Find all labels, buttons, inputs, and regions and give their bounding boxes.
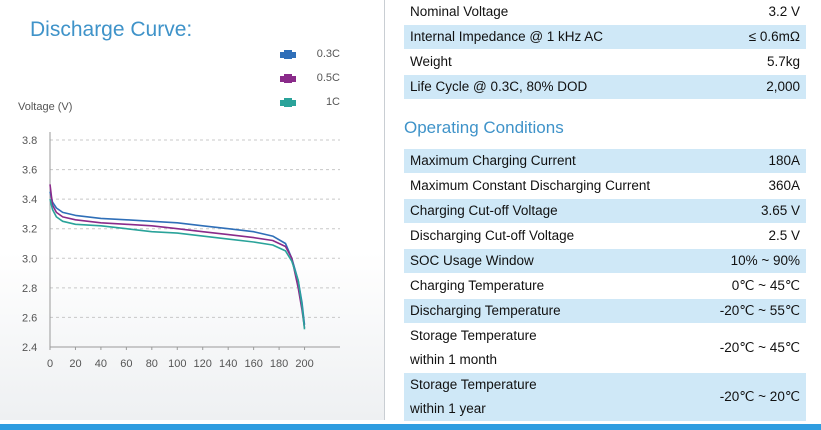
legend-item-0.3c: 0.3C <box>280 48 350 72</box>
spec-row: Maximum Charging Current 180A <box>404 149 806 174</box>
spec-value: 360A <box>768 178 800 193</box>
spec-row: SOC Usage Window 10% ~ 90% <box>404 249 806 274</box>
spec-row: Storage Temperature within 1 month -20℃ ~ … <box>404 324 806 373</box>
x-tick-label: 60 <box>120 358 132 370</box>
x-tick-label: 20 <box>69 358 81 370</box>
x-tick-label: 100 <box>168 358 186 370</box>
spec-label: Nominal Voltage <box>410 4 509 19</box>
specs-operating: Maximum Charging Current 180A Maximum Cons… <box>404 149 806 324</box>
spec-label: Weight <box>410 54 452 69</box>
spec-label: Storage Temperature <box>410 328 537 343</box>
legend-swatch <box>280 50 296 59</box>
y-tick-label: 2.6 <box>22 312 37 324</box>
spec-row: Life Cycle @ 0.3C, 80% DOD 2,000 <box>404 75 806 100</box>
spec-value: ≤ 0.6mΩ <box>748 29 800 44</box>
specs-storage: Storage Temperature within 1 month -20℃ ~ … <box>404 324 806 422</box>
spec-row: Internal Impedance @ 1 kHz AC ≤ 0.6mΩ <box>404 25 806 50</box>
section-title-row: Operating Conditions <box>404 100 806 149</box>
y-tick-label: 3.0 <box>22 253 37 265</box>
spec-row: Storage Temperature within 1 year -20℃ ~ 2… <box>404 373 806 422</box>
series-line-05c <box>49 184 306 328</box>
spec-label: Maximum Charging Current <box>410 153 576 168</box>
spec-row: Charging Cut-off Voltage 3.65 V <box>404 199 806 224</box>
x-tick-label: 80 <box>146 358 158 370</box>
spec-table: Nominal Voltage 3.2 V Internal Impedance @… <box>404 0 806 422</box>
x-tick-label: 120 <box>194 358 212 370</box>
legend-swatch <box>280 98 296 107</box>
x-tick-label: 40 <box>95 358 107 370</box>
spec-value: 0℃ ~ 45℃ <box>731 278 800 293</box>
y-tick-label: 3.4 <box>22 194 37 206</box>
spec-label: Storage Temperature <box>410 377 537 392</box>
chart-legend: 0.3C 0.5C 1C <box>280 48 350 120</box>
spec-label: Internal Impedance @ 1 kHz AC <box>410 29 604 44</box>
spec-label: Charging Temperature <box>410 278 545 293</box>
spec-row: Maximum Constant Discharging Current 360A <box>404 174 806 199</box>
chart-panel: Discharge Curve: 0.3C 0.5C 1C Voltage (V… <box>0 0 385 420</box>
spec-value: -20℃ ~ 20℃ <box>719 389 800 404</box>
spec-label: Discharging Cut-off Voltage <box>410 228 575 243</box>
legend-label: 1C <box>325 96 340 108</box>
y-tick-label: 2.4 <box>22 342 37 354</box>
legend-item-0.5c: 0.5C <box>280 72 350 96</box>
spec-value: 3.65 V <box>760 203 800 218</box>
spec-label: Discharging Temperature <box>410 303 561 318</box>
spec-row: Nominal Voltage 3.2 V <box>404 0 806 25</box>
spec-row: Discharging Temperature -20℃ ~ 55℃ <box>404 299 806 324</box>
spec-label-sub: within 1 month <box>410 352 498 367</box>
legend-swatch <box>280 74 296 83</box>
spec-label: Maximum Constant Discharging Current <box>410 178 651 193</box>
spec-value: 10% ~ 90% <box>730 253 800 268</box>
spec-label-sub: within 1 year <box>410 401 486 416</box>
section-title: Operating Conditions <box>404 118 564 137</box>
series-line-1c <box>49 198 306 330</box>
spec-value: 5.7kg <box>766 54 800 69</box>
spec-label: Charging Cut-off Voltage <box>410 203 558 218</box>
spec-row: Charging Temperature 0℃ ~ 45℃ <box>404 274 806 299</box>
y-axis-label: Voltage (V) <box>18 101 72 113</box>
y-tick-label: 2.8 <box>22 283 37 295</box>
y-tick-label: 3.6 <box>22 165 37 177</box>
x-tick-label: 200 <box>295 358 313 370</box>
spec-value: -20℃ ~ 45℃ <box>719 340 800 355</box>
y-tick-label: 3.2 <box>22 224 37 236</box>
spec-value: -20℃ ~ 55℃ <box>719 303 800 318</box>
x-tick-label: 140 <box>219 358 237 370</box>
spec-label: Life Cycle @ 0.3C, 80% DOD <box>410 79 588 94</box>
x-tick-label: 0 <box>47 358 53 370</box>
discharge-chart: Voltage (V) 3.8 3.6 3.4 3.2 3.0 2.8 2.6 2.4 0 20 40… <box>18 101 340 370</box>
spec-value: 2,000 <box>766 79 800 94</box>
chart-title: Discharge Curve: <box>30 18 193 41</box>
legend-label: 0.5C <box>316 72 340 84</box>
spec-label: SOC Usage Window <box>410 253 534 268</box>
x-tick-label: 160 <box>244 358 262 370</box>
legend-item-1c: 1C <box>280 96 350 120</box>
x-tick-label: 180 <box>270 358 288 370</box>
specs-top: Nominal Voltage 3.2 V Internal Impedance @… <box>404 0 806 100</box>
legend-label: 0.3C <box>316 48 340 60</box>
y-tick-label: 3.8 <box>22 135 37 147</box>
spec-row: Discharging Cut-off Voltage 2.5 V <box>404 224 806 249</box>
spec-row: Weight 5.7kg <box>404 50 806 75</box>
spec-value: 180A <box>768 153 800 168</box>
spec-value: 3.2 V <box>768 4 800 19</box>
bottom-accent-bar <box>0 424 821 430</box>
spec-value: 2.5 V <box>768 228 800 243</box>
